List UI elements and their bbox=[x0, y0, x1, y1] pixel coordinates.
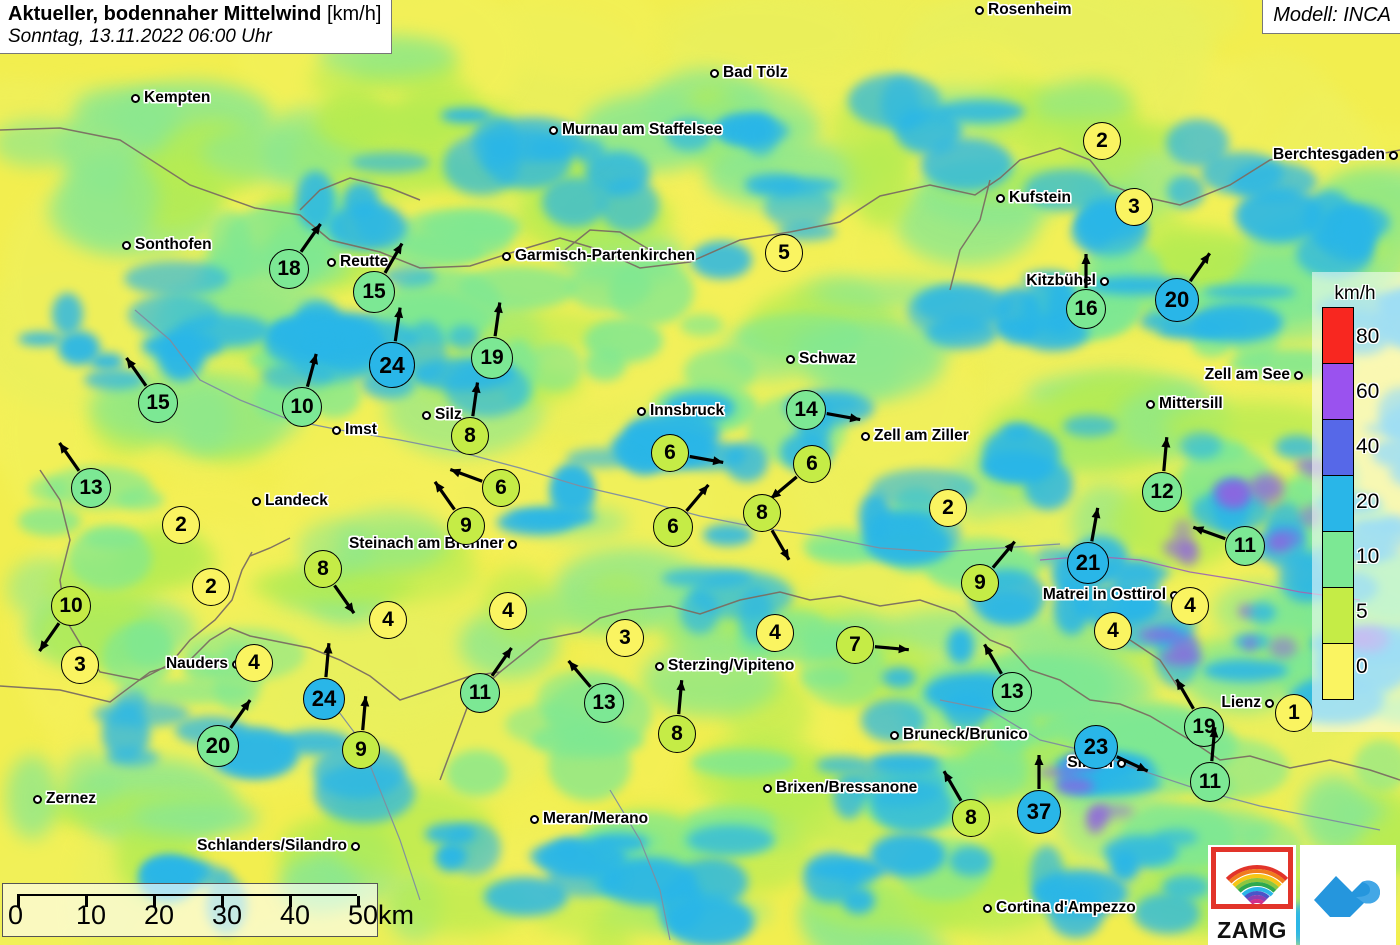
city-name: Schlanders/Silandro bbox=[197, 837, 347, 854]
city-label: Kempten bbox=[131, 89, 210, 107]
city-label: Mittersill bbox=[1146, 395, 1223, 413]
scale-label: 50km bbox=[348, 900, 415, 930]
legend-tick-10: 10 bbox=[1356, 545, 1380, 568]
rainbow-arc bbox=[1247, 899, 1267, 913]
legend-unit-label: km/h bbox=[1334, 283, 1376, 304]
zamg-logo: ZAMG bbox=[1208, 845, 1296, 945]
city-marker-icon bbox=[1146, 399, 1155, 409]
city-marker-icon bbox=[33, 794, 42, 804]
legend-band-5 bbox=[1323, 588, 1353, 644]
legend-tick-5: 5 bbox=[1356, 600, 1368, 623]
wind-speed-value[interactable]: 16 bbox=[1066, 289, 1106, 329]
rainbow-arc bbox=[1234, 886, 1280, 914]
legend-band-0 bbox=[1323, 644, 1353, 699]
city-name: Zernez bbox=[46, 790, 96, 807]
scale-tick bbox=[289, 896, 292, 907]
city-name: Bad Tölz bbox=[723, 64, 788, 81]
legend-tick-40: 40 bbox=[1356, 435, 1380, 458]
scale-label: 0 bbox=[8, 900, 24, 930]
city-marker-icon bbox=[530, 814, 539, 824]
scale-label: 10 bbox=[76, 900, 107, 930]
wind-speed-value[interactable]: 12 bbox=[1142, 472, 1182, 512]
city-name: Mittersill bbox=[1159, 395, 1223, 412]
rainbow-arc bbox=[1225, 877, 1289, 913]
scale-tick bbox=[221, 896, 224, 907]
city-marker-icon bbox=[1294, 370, 1303, 380]
city-label: Bad Tölz bbox=[710, 64, 788, 82]
scale-tick bbox=[85, 896, 88, 907]
geosphere-logo bbox=[1300, 845, 1396, 945]
model-label: Modell: INCA bbox=[1273, 4, 1391, 26]
city-label: Rosenheim bbox=[975, 1, 1072, 19]
rainbow-arc bbox=[1243, 895, 1271, 913]
city-marker-icon bbox=[131, 93, 140, 103]
legend-band-10 bbox=[1323, 532, 1353, 588]
model-box: Modell: INCA bbox=[1262, 0, 1400, 34]
legend-band-80 bbox=[1323, 308, 1353, 364]
rainbow-arc bbox=[1213, 865, 1293, 913]
city-label: Brixen/Bressanone bbox=[763, 779, 917, 797]
city-label: Zernez bbox=[33, 790, 96, 808]
title-unit-text: [km/h] bbox=[326, 3, 382, 25]
logo-group: ZAMG bbox=[1208, 845, 1396, 945]
title-main-text: Aktueller, bodennaher Mittelwind bbox=[8, 3, 322, 25]
legend-tick-20: 20 bbox=[1356, 490, 1380, 513]
rainbow-arc bbox=[1221, 873, 1293, 913]
city-marker-icon bbox=[975, 5, 984, 15]
city-label: Kitzbühel bbox=[1026, 272, 1109, 290]
rainbow-arc bbox=[1230, 882, 1284, 913]
rainbow-icon bbox=[1211, 861, 1293, 913]
wind-speed-value[interactable]: 15 bbox=[353, 271, 395, 313]
city-name: Kempten bbox=[144, 89, 211, 106]
scale-tick bbox=[357, 896, 360, 907]
legend-tick-0: 0 bbox=[1356, 655, 1368, 678]
legend-band-60 bbox=[1323, 364, 1353, 420]
scale-label: 40 bbox=[280, 900, 311, 930]
scale-tick bbox=[153, 896, 156, 907]
city-name: Zell am See bbox=[1204, 366, 1290, 383]
city-label: Cortina d'Ampezzo bbox=[983, 899, 1136, 917]
city-name: Kitzbühel bbox=[1026, 272, 1096, 289]
page-title: Aktueller, bodennaher Mittelwind [km/h] bbox=[8, 3, 381, 26]
city-marker-icon bbox=[1100, 276, 1109, 286]
legend-colour-bar bbox=[1322, 307, 1354, 700]
scale-numbers: 0 10 20 30 40 50km bbox=[3, 900, 414, 934]
rainbow-arc bbox=[1238, 890, 1276, 913]
mountain-icon bbox=[1314, 876, 1380, 917]
city-marker-icon bbox=[763, 783, 772, 793]
legend-tick-80: 80 bbox=[1356, 325, 1380, 348]
city-marker-icon bbox=[710, 68, 719, 78]
city-name: Brixen/Bressanone bbox=[776, 779, 918, 796]
legend-tick-60: 60 bbox=[1356, 380, 1380, 403]
wind-speed-value[interactable]: 20 bbox=[1155, 278, 1199, 322]
scale-label: 20 bbox=[144, 900, 175, 930]
colour-legend: km/h 80 60 40 20 10 5 0 bbox=[1316, 283, 1394, 700]
legend-band-40 bbox=[1323, 420, 1353, 476]
legend-band-20 bbox=[1323, 476, 1353, 532]
wind-speed-value[interactable]: 8 bbox=[952, 799, 990, 837]
title-box: Aktueller, bodennaher Mittelwind [km/h] … bbox=[0, 0, 393, 54]
scale-ruler bbox=[17, 894, 360, 908]
zamg-wordmark: ZAMG bbox=[1217, 917, 1287, 943]
scale-bar: 0 10 20 30 40 50km bbox=[2, 883, 414, 937]
scale-tick bbox=[17, 896, 20, 907]
title-subtitle: Sonntag, 13.11.2022 06:00 Uhr bbox=[8, 26, 272, 47]
city-label: Zell am See bbox=[1205, 366, 1303, 384]
city-name: Cortina d'Ampezzo bbox=[996, 899, 1136, 916]
wind-speed-value[interactable]: 8 bbox=[304, 550, 342, 588]
city-marker-icon bbox=[983, 903, 992, 913]
city-name: Rosenheim bbox=[988, 1, 1072, 18]
scale-label: 30 bbox=[212, 900, 243, 930]
rainbow-arc bbox=[1217, 869, 1293, 913]
